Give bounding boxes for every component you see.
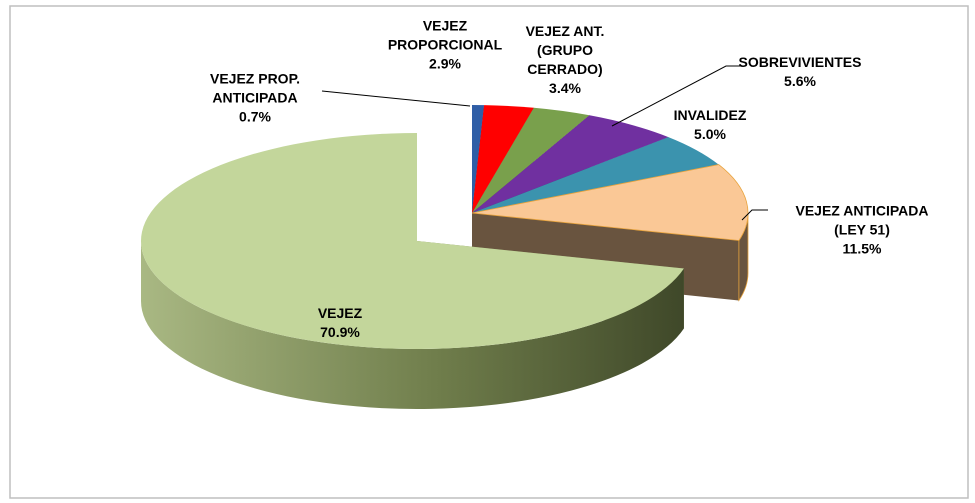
pie bbox=[140, 104, 749, 409]
category-label: VEJEZ ANT. (GRUPO CERRADO) bbox=[525, 23, 605, 77]
category-label: VEJEZ bbox=[317, 305, 363, 321]
data-label: VEJEZ ANTICIPADA (LEY 51) 11.5% bbox=[782, 202, 942, 259]
leader-line bbox=[611, 65, 742, 127]
value-label: 0.7% bbox=[239, 108, 271, 125]
chart-frame bbox=[9, 5, 969, 499]
slice bbox=[472, 115, 669, 213]
category-label: INVALIDEZ bbox=[673, 107, 747, 123]
category-label: VEJEZ ANTICIPADA (LEY 51) bbox=[795, 202, 929, 238]
slice bbox=[472, 107, 590, 213]
slice bbox=[140, 133, 684, 349]
data-label: SOBREVIVIENTES 5.6% bbox=[725, 53, 875, 91]
data-label: INVALIDEZ 5.0% bbox=[660, 106, 760, 144]
slice-side bbox=[141, 241, 684, 409]
data-label: VEJEZ PROPORCIONAL 2.9% bbox=[388, 17, 503, 74]
leader-lines bbox=[321, 65, 768, 221]
value-label: 11.5% bbox=[842, 240, 882, 257]
data-label: VEJEZ ANT. (GRUPO CERRADO) 3.4% bbox=[515, 22, 615, 98]
leader-line bbox=[741, 209, 768, 221]
slice bbox=[472, 104, 485, 213]
value-label: 3.4% bbox=[549, 80, 581, 96]
data-label: VEJEZ 70.9% bbox=[290, 304, 390, 342]
leader-line bbox=[321, 90, 471, 107]
category-label: VEJEZ PROPORCIONAL bbox=[387, 17, 503, 53]
value-label: 5.6% bbox=[784, 73, 816, 89]
category-label: SOBREVIVIENTES bbox=[738, 54, 862, 70]
value-label: 2.9% bbox=[429, 55, 461, 72]
value-label: 5.0% bbox=[694, 126, 726, 142]
value-label: 70.9% bbox=[320, 324, 360, 340]
slice bbox=[471, 164, 749, 241]
slice bbox=[472, 137, 719, 213]
slice bbox=[472, 105, 534, 213]
category-label: VEJEZ PROP. ANTICIPADA bbox=[209, 70, 300, 106]
data-label: VEJEZ PROP. ANTICIPADA 0.7% bbox=[185, 70, 325, 127]
